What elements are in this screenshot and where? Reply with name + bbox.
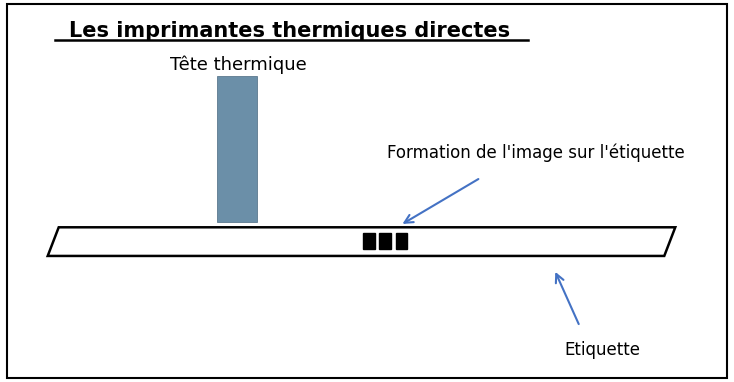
Bar bbox=[379, 233, 391, 249]
Bar bbox=[363, 233, 375, 249]
Text: Formation de l'image sur l'étiquette: Formation de l'image sur l'étiquette bbox=[387, 144, 685, 162]
Text: Tête thermique: Tête thermique bbox=[170, 56, 307, 74]
Bar bbox=[217, 76, 257, 222]
Text: Les imprimantes thermiques directes: Les imprimantes thermiques directes bbox=[70, 21, 510, 41]
Bar bbox=[396, 233, 407, 249]
Polygon shape bbox=[48, 227, 675, 256]
Text: Etiquette: Etiquette bbox=[564, 340, 640, 359]
